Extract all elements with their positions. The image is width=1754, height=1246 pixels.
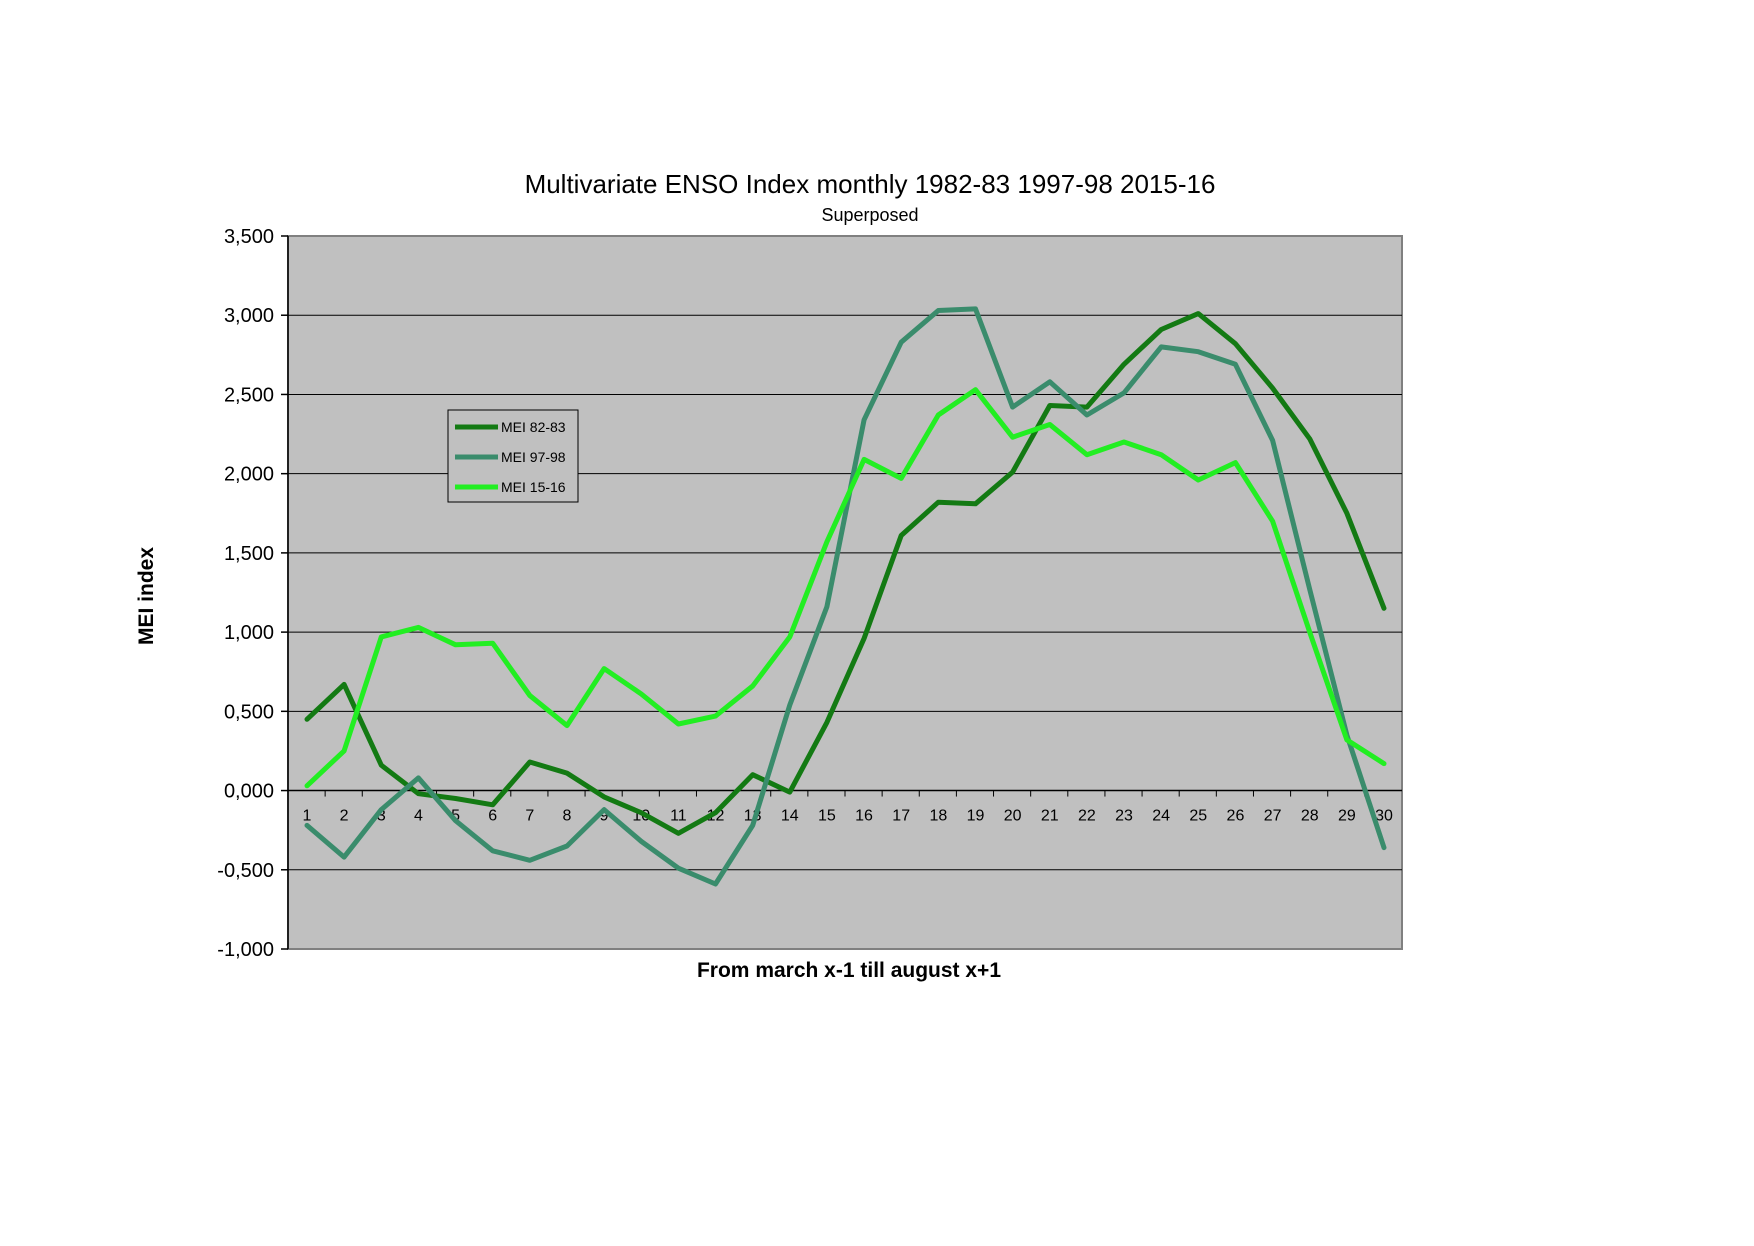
y-tick-label: 3,500 xyxy=(224,226,274,248)
x-tick-label: 16 xyxy=(855,808,873,825)
x-tick-label: 5 xyxy=(451,808,460,825)
x-tick-label: 22 xyxy=(1078,808,1096,825)
x-tick-label: 14 xyxy=(781,808,799,825)
x-tick-label: 19 xyxy=(967,808,985,825)
y-tick-label: 2,500 xyxy=(224,384,274,406)
x-tick-label: 23 xyxy=(1115,808,1133,825)
x-tick-label: 18 xyxy=(929,808,947,825)
y-tick-label: 0,500 xyxy=(224,701,274,723)
x-axis-label: From march x-1 till august x+1 xyxy=(697,959,1001,982)
series-line-3 xyxy=(304,387,1387,789)
y-tick-label: 0,000 xyxy=(224,781,274,803)
legend: MEI 82-83 MEI 97-98 MEI 15-16 xyxy=(447,409,579,503)
x-tick-label: 27 xyxy=(1264,808,1282,825)
x-tick-label: 24 xyxy=(1152,808,1170,825)
x-tick-label: 8 xyxy=(563,808,572,825)
y-tick-label: 3,000 xyxy=(224,305,274,327)
x-tick-label: 4 xyxy=(414,808,423,825)
x-tick-label: 11 xyxy=(670,808,687,825)
y-tick-label: 1,000 xyxy=(224,622,274,644)
x-tick-label: 17 xyxy=(892,808,910,825)
x-tick-label: 26 xyxy=(1227,808,1245,825)
x-tick-label: 21 xyxy=(1041,808,1059,825)
x-tick-label: 15 xyxy=(818,808,836,825)
x-tick-label: 3 xyxy=(377,808,386,825)
x-tick-label: 28 xyxy=(1301,808,1319,825)
y-tick-label: -0,500 xyxy=(217,860,274,882)
series-line-2 xyxy=(304,306,1387,887)
plot-background xyxy=(287,235,1403,950)
x-tick-label: 2 xyxy=(340,808,349,825)
chart-subtitle: Superposed xyxy=(821,205,918,225)
legend-label: MEI 97-98 xyxy=(501,449,566,465)
x-tick-label: 12 xyxy=(707,808,725,825)
x-tick-label: 30 xyxy=(1375,808,1393,825)
x-tick-label: 7 xyxy=(525,808,534,825)
y-axis: -1,000 -0,500 0,000 0,500 1,000 1,500 2,000 2,5… xyxy=(217,226,289,961)
x-tick-label: 25 xyxy=(1189,808,1207,825)
series-lines xyxy=(304,306,1387,887)
x-tick-label: 20 xyxy=(1004,808,1022,825)
x-tick-label: 29 xyxy=(1338,808,1356,825)
legend-label: MEI 15-16 xyxy=(501,479,566,495)
y-tick-label: 2,000 xyxy=(224,464,274,486)
y-axis-label: MEI index xyxy=(135,547,158,645)
chart-title: Multivariate ENSO Index monthly 1982-83 … xyxy=(525,169,1216,199)
x-tick-label: 9 xyxy=(600,808,609,825)
y-tick-label: 1,500 xyxy=(224,543,274,565)
legend-label: MEI 82-83 xyxy=(501,419,566,435)
x-tick-label: 1 xyxy=(303,808,312,825)
plot-area xyxy=(287,235,1403,950)
y-tick-label: -1,000 xyxy=(217,939,274,961)
x-tick-label: 6 xyxy=(488,808,497,825)
series-line-1 xyxy=(304,311,1387,836)
